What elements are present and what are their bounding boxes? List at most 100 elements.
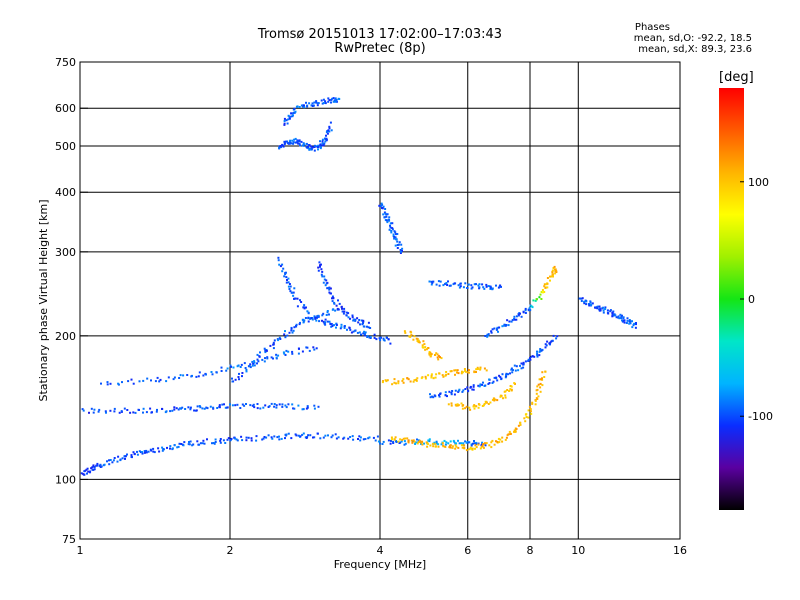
echo-point <box>466 386 469 389</box>
x-tick-label: 2 <box>227 544 234 557</box>
echo-point <box>255 435 258 438</box>
echo-point <box>327 434 329 437</box>
echo-point <box>621 314 623 317</box>
echo-point <box>313 348 316 351</box>
echo-point <box>417 439 420 442</box>
echo-point <box>169 445 172 448</box>
echo-point <box>112 459 115 462</box>
echo-point <box>540 298 543 300</box>
echo-point <box>291 331 294 334</box>
echo-point <box>463 368 466 370</box>
echo-point <box>270 402 273 405</box>
echo-point <box>132 382 135 385</box>
echo-point <box>351 316 354 319</box>
echo-point <box>529 309 532 312</box>
echo-point <box>80 472 83 475</box>
echo-point <box>395 238 397 241</box>
echo-point <box>324 434 327 437</box>
echo-point <box>400 243 403 246</box>
x-tick-labels: 1 2 4 6 8 10 16 <box>77 544 688 557</box>
echo-point <box>470 447 473 450</box>
echo-point <box>321 275 324 278</box>
echo-point <box>298 142 301 145</box>
echo-point <box>607 312 610 315</box>
echo-point <box>155 410 158 413</box>
echo-point <box>367 321 370 324</box>
echo-point <box>244 367 247 369</box>
echo-point <box>485 369 488 372</box>
echo-point <box>620 317 623 320</box>
echo-point <box>287 118 290 121</box>
echo-point <box>398 442 401 444</box>
echo-point <box>513 318 516 321</box>
echo-point <box>358 331 361 334</box>
echo-point <box>389 342 392 345</box>
echo-point <box>105 411 107 414</box>
echo-point <box>501 325 504 328</box>
echo-point <box>537 395 540 398</box>
echo-point <box>544 346 547 349</box>
echo-point <box>530 412 533 415</box>
echo-point <box>391 438 394 441</box>
echo-point <box>414 443 417 445</box>
echo-point <box>544 343 547 346</box>
echo-point <box>390 439 392 442</box>
echo-point <box>454 389 457 392</box>
echo-point <box>282 267 285 270</box>
echo-point <box>470 284 473 287</box>
echo-point <box>448 390 451 393</box>
echo-point <box>441 374 444 377</box>
y-tick-label: 200 <box>55 330 76 343</box>
echo-point <box>522 311 525 314</box>
echo-point <box>546 286 549 289</box>
echo-point <box>123 407 126 410</box>
echo-point <box>357 438 359 440</box>
echo-point <box>298 140 301 143</box>
echo-point <box>447 280 449 283</box>
echo-point <box>393 237 396 240</box>
echo-point <box>536 388 539 391</box>
echo-point <box>321 144 324 147</box>
echo-point <box>282 351 285 354</box>
echo-point <box>214 441 217 443</box>
echo-point <box>302 432 305 435</box>
echo-point <box>633 322 636 325</box>
echo-point <box>598 305 601 308</box>
echo-point <box>321 319 323 322</box>
echo-point <box>449 444 451 447</box>
echo-point <box>156 376 159 379</box>
echo-point <box>219 439 222 442</box>
echo-point <box>456 369 459 372</box>
echo-point <box>288 142 291 145</box>
echo-point <box>224 406 227 409</box>
echo-point <box>321 314 324 317</box>
echo-point <box>203 442 206 445</box>
echo-point <box>250 437 253 440</box>
echo-point <box>612 310 615 313</box>
echo-point <box>136 453 139 456</box>
echo-point <box>462 404 465 407</box>
echo-point <box>313 144 316 147</box>
echo-point <box>473 440 475 442</box>
echo-point <box>431 395 433 398</box>
echo-point <box>255 439 258 442</box>
echo-point <box>447 373 450 375</box>
echo-point <box>327 100 330 103</box>
echo-point <box>332 97 335 100</box>
echo-point <box>315 347 318 350</box>
echo-point <box>301 318 304 321</box>
echo-point <box>513 364 516 367</box>
echo-point <box>380 204 383 207</box>
echo-point <box>519 423 522 426</box>
echo-point <box>383 339 386 342</box>
echo-point <box>539 386 542 389</box>
echo-point <box>317 144 320 147</box>
echo-point <box>144 451 147 454</box>
echo-point <box>209 405 212 408</box>
echo-point <box>300 104 303 107</box>
echo-point <box>475 446 478 449</box>
echo-point <box>416 442 419 445</box>
echo-point <box>326 311 329 314</box>
echo-point <box>154 380 157 383</box>
